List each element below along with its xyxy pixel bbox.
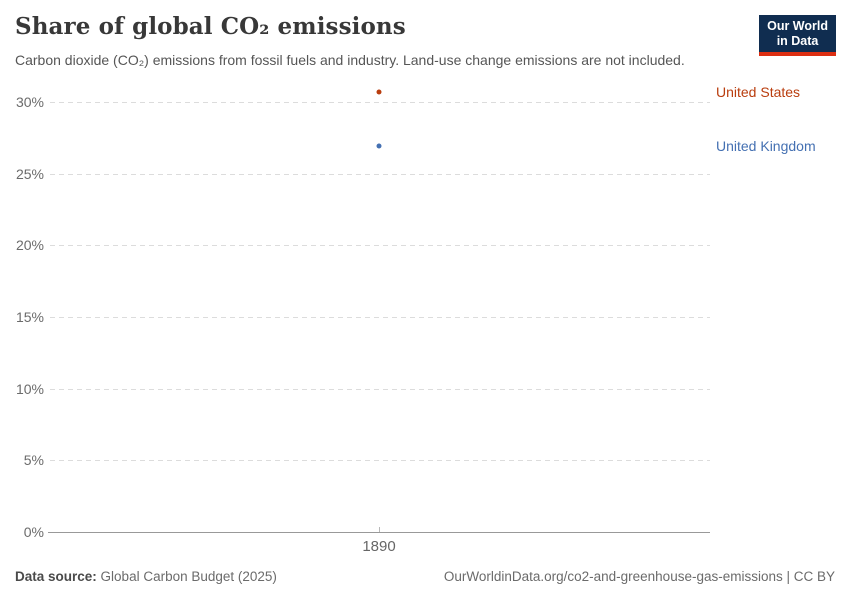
gridline-30 xyxy=(50,102,710,103)
data-point-united-kingdom[interactable] xyxy=(376,143,382,149)
y-axis-label: 25% xyxy=(15,165,44,182)
owid-logo[interactable]: Our World in Data xyxy=(759,15,836,56)
y-axis-label: 30% xyxy=(15,94,44,110)
gridline-25 xyxy=(50,173,710,175)
chart-subtitle: Carbon dioxide (CO₂) emissions from foss… xyxy=(15,52,685,68)
y-axis-label: 5% xyxy=(23,452,44,469)
credit-link[interactable]: OurWorldinData.org/co2-and-greenhouse-ga… xyxy=(443,569,835,584)
y-axis-label: 15% xyxy=(15,309,44,325)
owid-logo-line2: in Data xyxy=(776,34,819,49)
y-axis-label: 20% xyxy=(15,237,44,254)
series-label-united-kingdom[interactable]: United Kingdom xyxy=(716,138,816,155)
owid-logo-line1: Our World xyxy=(767,19,828,33)
gridline-5 xyxy=(50,460,710,462)
data-source-label: Data source: xyxy=(15,569,97,584)
y-axis-label: 0% xyxy=(23,524,44,540)
x-axis-line xyxy=(48,532,710,533)
data-source-line: Data source: Global Carbon Budget (2025) xyxy=(15,569,277,584)
x-axis-tick-label: 1890 xyxy=(362,538,396,555)
gridline-10 xyxy=(50,388,710,390)
data-source-value[interactable]: Global Carbon Budget (2025) xyxy=(100,569,277,584)
x-axis-tick xyxy=(379,527,380,532)
data-point-united-states[interactable] xyxy=(376,89,382,95)
chart-title: Share of global CO₂ emissions xyxy=(15,13,406,40)
gridline-20 xyxy=(50,245,710,247)
series-label-united-states[interactable]: United States xyxy=(716,83,801,100)
gridline-15 xyxy=(50,317,710,318)
y-axis-label: 10% xyxy=(15,380,44,397)
